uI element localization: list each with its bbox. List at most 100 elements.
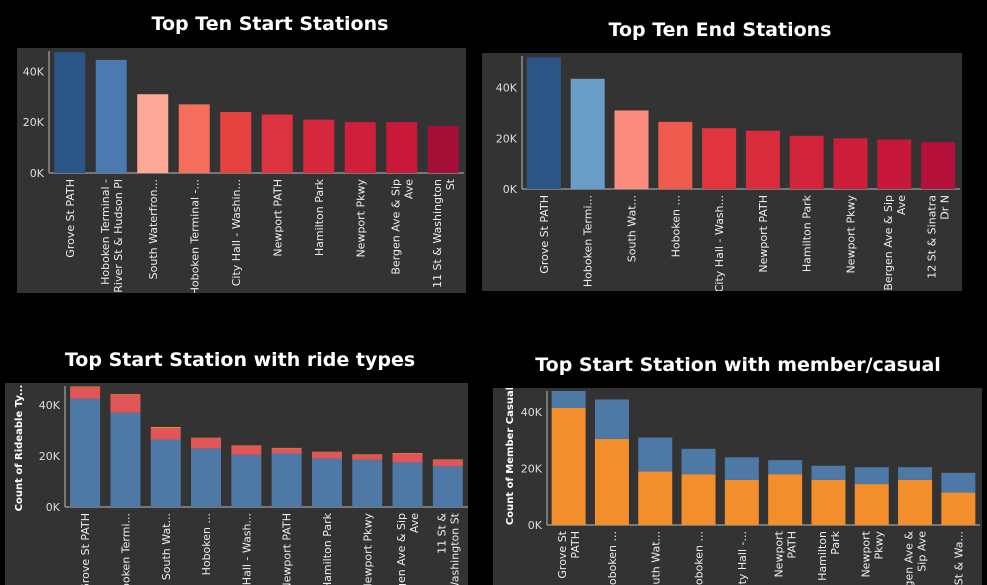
x-tick-label: Grove St PATH <box>538 195 551 274</box>
bar <box>344 122 376 173</box>
bar-segment <box>352 454 383 455</box>
bar <box>220 112 252 173</box>
x-tick-label: Hoboken ... <box>693 531 706 585</box>
chart-panel-start-stations: 40K 20K 0K Grove St PATH Hoboken Terminal -R… <box>17 48 466 293</box>
x-tick-label: Hoboken ... <box>200 513 213 575</box>
x-tick-label: Bergen Ave & Sip <box>882 195 895 291</box>
x-tick-label: Hamilton Park <box>801 194 814 272</box>
bar-segment <box>941 492 976 525</box>
x-tick-label: Hamilton <box>816 531 829 581</box>
y-tick-label: 40K <box>496 82 518 95</box>
bar-segment <box>941 472 976 493</box>
x-tick-label: Ave <box>895 195 908 215</box>
bar-segment <box>594 399 629 439</box>
chart-svg: 40K 20K 0K Grove St PATH Hoboken Termi... Sou… <box>496 56 960 291</box>
bar <box>303 119 335 173</box>
bar-segment <box>432 466 463 507</box>
x-tick-label: Washington St <box>448 512 461 585</box>
bar-segment <box>432 459 463 460</box>
bar-segment <box>724 479 759 525</box>
bar-segment <box>352 454 383 460</box>
x-tick-label: Hoboken Terminal - <box>99 179 112 285</box>
x-tick-label: 11 St & Washington <box>431 179 444 288</box>
bar-segment <box>70 386 101 388</box>
x-tick-label: Newport PATH <box>757 195 770 273</box>
y-tick-label: 0K <box>503 183 518 196</box>
bar-segment <box>70 398 101 507</box>
x-tick-label: Bergen Ave & Sip <box>389 179 402 275</box>
bar-segment <box>311 452 342 459</box>
x-tick-label: PATH <box>786 531 799 559</box>
y-tick-label: 20K <box>521 463 543 476</box>
bar-segment <box>352 459 383 507</box>
bar-segment <box>768 460 803 475</box>
bar-segment <box>432 459 463 467</box>
bar-segment <box>594 438 629 525</box>
chart-title-end-stations: Top Ten End Stations <box>608 19 832 41</box>
x-tick-label: Ave <box>402 179 415 199</box>
x-tick-label: 12 St & Sinatra <box>926 195 939 279</box>
bar <box>137 94 169 173</box>
x-tick-label: 11 St & <box>435 513 448 554</box>
x-tick-label: South Wat... <box>649 531 662 585</box>
x-tick-label: City Hall - Wash... <box>240 513 253 585</box>
bar-segment <box>191 438 222 449</box>
x-tick-label: City Hall - Washin... <box>230 179 243 286</box>
x-tick-label: Bergen Ave & Sip <box>395 513 408 585</box>
y-axis-title: Count of Rideable Ty... <box>14 385 25 512</box>
x-tick-label: Hoboken Terminal -... <box>188 179 201 293</box>
y-tick-label: 20K <box>496 132 518 145</box>
bar-segment <box>638 437 673 472</box>
chart-panel-ride-types: 40K 20K 0K Count of Rideable Ty... Grove St … <box>5 383 468 585</box>
bar <box>261 114 293 173</box>
x-tick-label: Bergen Ave & <box>903 531 916 585</box>
bar-segment <box>311 451 342 453</box>
bar-segment <box>70 387 101 399</box>
bar <box>526 57 561 190</box>
x-tick-label: City Hall - Wash... <box>713 195 726 291</box>
y-tick-label: 0K <box>528 519 543 532</box>
bar <box>614 110 649 189</box>
bar-segment <box>392 453 423 463</box>
bar-segment <box>392 452 423 454</box>
bar <box>789 135 824 189</box>
bar-segment <box>551 407 586 525</box>
y-tick-label: 0K <box>30 167 45 180</box>
x-tick-label: Hoboken ... <box>669 195 682 257</box>
bar-segment <box>150 439 181 507</box>
x-tick-label: Sip Ave <box>916 531 929 572</box>
x-tick-label: PATH <box>569 531 582 559</box>
bar-segment <box>110 394 141 395</box>
chart-title-ride-types: Top Start Station with ride types <box>64 349 416 371</box>
bar-segment <box>681 448 716 475</box>
bar-segment <box>231 445 262 455</box>
x-tick-label: River St & Hudson Pl <box>112 179 125 293</box>
bar <box>95 59 127 174</box>
bar-segment <box>311 458 342 507</box>
bar-segment <box>271 453 302 507</box>
bar <box>178 104 210 173</box>
x-tick-label: Grove St PATH <box>79 513 92 585</box>
bar-segment <box>150 427 181 429</box>
x-tick-label: Hoboken Termi... <box>582 195 595 287</box>
chart-title-member-casual: Top Start Station with member/casual <box>535 354 941 376</box>
chart-panel-member-casual: 40K 20K 0K Count of Member Casual Grove St PA… <box>493 388 982 585</box>
chart-title-start-stations: Top Ten Start Stations <box>151 13 389 35</box>
bar-segment <box>231 445 262 446</box>
bar <box>427 125 459 173</box>
x-tick-label: Newport PATH <box>271 179 284 257</box>
y-tick-label: 0K <box>46 501 61 514</box>
bar <box>658 121 693 189</box>
x-tick-label: City Hall -... <box>736 531 749 585</box>
bar <box>921 142 956 189</box>
x-tick-label: St <box>444 178 457 190</box>
bar-segment <box>854 484 889 525</box>
bar-segment <box>724 457 759 480</box>
bar <box>877 139 912 189</box>
chart-panel-end-stations: 40K 20K 0K Grove St PATH Hoboken Termi... Sou… <box>482 53 962 291</box>
x-tick-label: Grove St PATH <box>64 179 77 258</box>
x-tick-label: Newport Pkwy <box>361 513 374 585</box>
y-tick-label: 40K <box>23 65 45 78</box>
bar-segment <box>271 447 302 449</box>
